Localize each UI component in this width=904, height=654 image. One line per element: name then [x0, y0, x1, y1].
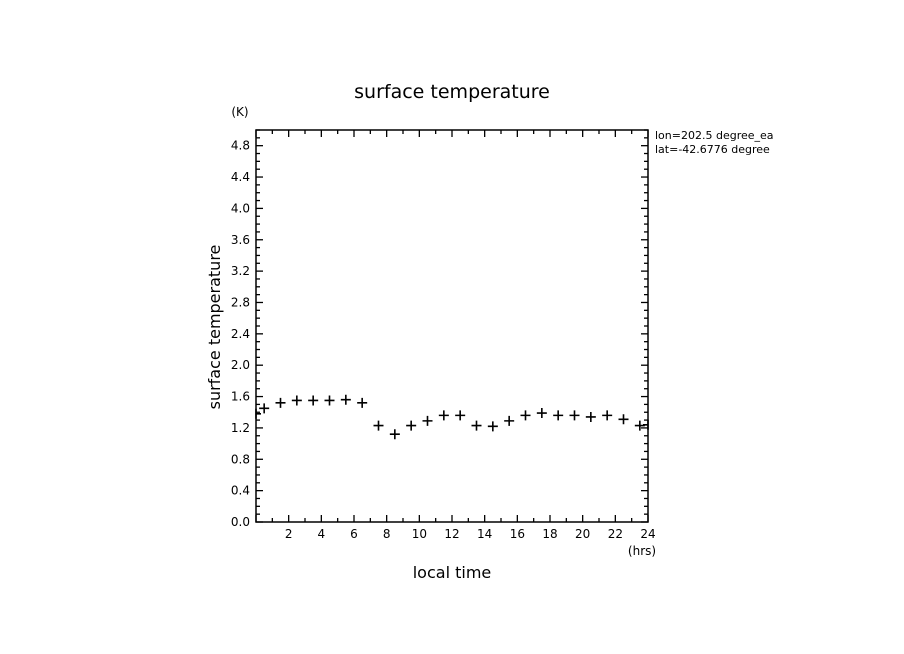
x-tick-label: 24 — [640, 527, 655, 541]
data-point — [308, 395, 319, 406]
y-tick-label: 4.8 — [231, 139, 250, 153]
data-point — [389, 429, 400, 440]
data-point — [291, 395, 302, 406]
data-point — [422, 415, 433, 426]
y-tick-label: 4.0 — [231, 201, 250, 215]
annotation-lat: lat=-42.6776 degree — [655, 143, 770, 156]
x-tick-label: 10 — [412, 527, 427, 541]
x-tick-label: 20 — [575, 527, 590, 541]
x-tick-label: 22 — [608, 527, 623, 541]
x-tick-label: 8 — [383, 527, 391, 541]
y-tick-label: 0.8 — [231, 452, 250, 466]
data-point — [487, 421, 498, 432]
y-tick-label: 1.6 — [231, 390, 250, 404]
data-point — [255, 408, 261, 419]
data-point — [357, 397, 368, 408]
y-tick-label: 0.4 — [231, 484, 250, 498]
x-tick-label: 4 — [318, 527, 326, 541]
data-point — [340, 394, 351, 405]
data-point — [259, 403, 270, 414]
data-point — [324, 395, 335, 406]
x-tick-label: 12 — [444, 527, 459, 541]
y-tick-label: 3.2 — [231, 264, 250, 278]
y-tick-label: 4.4 — [231, 170, 250, 184]
y-tick-label: 2.8 — [231, 295, 250, 309]
y-unit-label: (K) — [231, 105, 248, 119]
plot-frame — [255, 129, 649, 523]
x-tick-label: 14 — [477, 527, 492, 541]
data-point — [602, 410, 613, 421]
y-tick-label: 1.2 — [231, 421, 250, 435]
data-point — [471, 420, 482, 431]
data-point — [520, 410, 531, 421]
x-unit-label: (hrs) — [628, 544, 656, 558]
annotation-lon: lon=202.5 degree_ea — [655, 129, 774, 142]
data-point — [569, 410, 580, 421]
data-point — [504, 415, 515, 426]
axes-group: 2 4 6 8 10 12 14 16 18 20 22 240.00.40.81.21.62.02.… — [231, 129, 656, 541]
x-axis-label: local time — [413, 563, 492, 582]
data-point — [585, 411, 596, 422]
data-point — [373, 420, 384, 431]
data-point — [455, 410, 466, 421]
x-tick-label: 16 — [510, 527, 525, 541]
data-point — [553, 410, 564, 421]
x-tick-label: 2 — [285, 527, 293, 541]
data-point — [438, 410, 449, 421]
data-points-group — [255, 394, 649, 440]
chart-title: surface temperature — [354, 81, 550, 103]
data-point — [406, 420, 417, 431]
x-tick-label: 18 — [542, 527, 557, 541]
data-point — [536, 408, 547, 419]
y-tick-label: 0.0 — [231, 515, 250, 529]
x-tick-label: 6 — [350, 527, 358, 541]
data-point — [275, 397, 286, 408]
y-tick-label: 3.6 — [231, 233, 250, 247]
y-axis-label: surface temperature — [205, 245, 224, 410]
data-point — [618, 414, 629, 425]
y-tick-label: 2.0 — [231, 358, 250, 372]
data-point — [643, 419, 649, 430]
y-tick-label: 2.4 — [231, 327, 250, 341]
